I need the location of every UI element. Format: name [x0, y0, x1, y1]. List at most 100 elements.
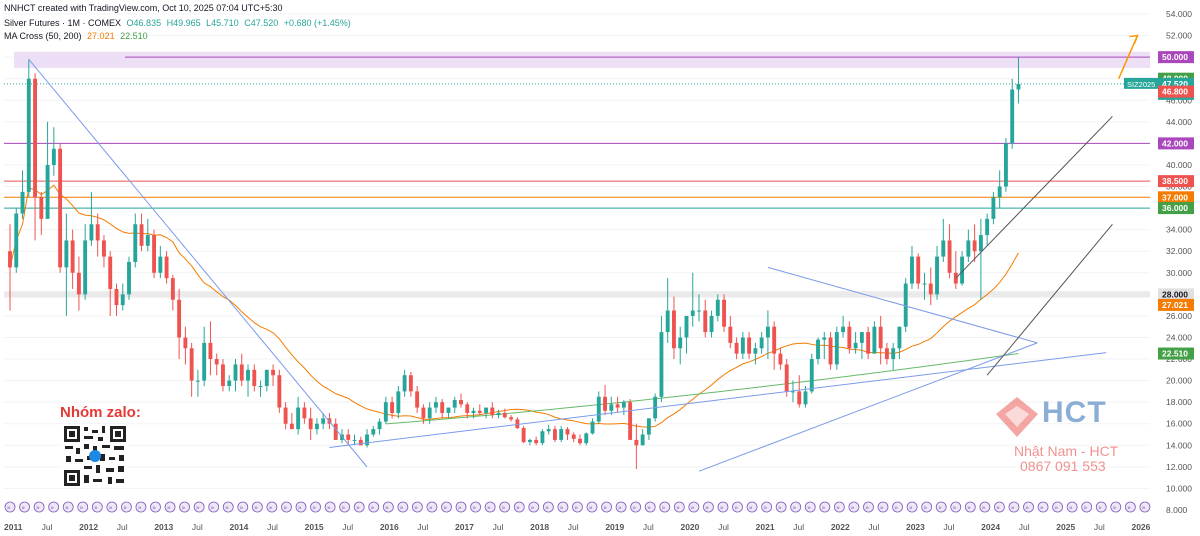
candle-body — [459, 400, 463, 405]
candle-body — [170, 278, 175, 300]
event-marker — [586, 501, 598, 513]
low-value: L45.710 — [206, 18, 239, 28]
price-label: 28.000 — [1162, 289, 1188, 299]
event-glyph: » — [531, 506, 535, 512]
event-marker — [281, 501, 292, 513]
event-glyph: » — [7, 506, 11, 512]
price-label-bg — [1158, 288, 1194, 301]
time-tick: Jul — [117, 522, 128, 532]
time-tick: Jul — [1094, 522, 1105, 532]
candle-body — [803, 391, 808, 405]
trendline — [329, 352, 1107, 448]
price-tick: 26.000 — [1166, 311, 1192, 321]
time-tick: 2025 — [1056, 522, 1075, 532]
candle-body — [346, 434, 351, 440]
time-tick: 2020 — [680, 522, 699, 532]
time-tick: 2012 — [79, 522, 98, 532]
event-glyph: » — [327, 506, 331, 512]
price-label: 46.800 — [1162, 87, 1188, 97]
candle-body — [383, 402, 388, 422]
candle-body — [747, 337, 752, 354]
candle-body — [903, 283, 908, 327]
event-glyph: » — [574, 506, 578, 512]
candle-body — [910, 256, 914, 284]
event-marker — [964, 501, 976, 513]
candle-body — [289, 423, 294, 430]
event-glyph: » — [938, 506, 942, 512]
price-tick: 20.000 — [1166, 376, 1192, 386]
trendline — [28, 58, 368, 468]
candle-body — [283, 407, 288, 424]
event-glyph: » — [1011, 506, 1015, 512]
event-marker — [19, 501, 30, 513]
candles — [8, 57, 1021, 470]
event-glyph: » — [1098, 506, 1102, 512]
event-marker — [994, 501, 1005, 513]
event-marker — [877, 501, 889, 513]
price-tick: 18.000 — [1166, 397, 1192, 407]
candle-body — [421, 407, 426, 419]
event-glyph: » — [807, 506, 811, 512]
candle-body — [139, 224, 144, 246]
candle-body — [221, 364, 225, 386]
candle-body — [822, 337, 827, 340]
candle-body — [985, 218, 990, 236]
event-marker — [150, 501, 161, 513]
candle-body — [1003, 143, 1008, 187]
candle-body — [1016, 83, 1021, 90]
candle-body — [540, 431, 545, 444]
trendline — [767, 266, 1038, 344]
price-label-bg — [1158, 347, 1194, 360]
candle-body — [841, 326, 846, 333]
qr-code — [62, 424, 128, 488]
event-glyph: » — [589, 506, 593, 512]
candle-body — [571, 434, 576, 439]
time-tick: 2013 — [154, 522, 173, 532]
candle-body — [45, 164, 50, 219]
candle-body — [252, 369, 257, 386]
candle-body — [646, 418, 651, 435]
ticker-symbol: SIZ2025 — [1127, 80, 1155, 89]
event-marker — [353, 501, 365, 513]
grid — [4, 13, 1150, 511]
price-label: 27.021 — [1162, 300, 1188, 310]
candle-body — [377, 421, 382, 430]
event-marker — [979, 501, 991, 513]
price-tick: 52.000 — [1166, 31, 1192, 41]
candle-body — [772, 326, 777, 354]
candle-body — [321, 418, 326, 424]
candle-body — [452, 400, 457, 408]
candle-body — [665, 310, 670, 333]
event-glyph: » — [1040, 506, 1044, 512]
open-value: O46.835 — [126, 18, 162, 28]
event-marker — [1037, 501, 1049, 513]
event-marker — [324, 501, 336, 513]
ma-slow-line — [385, 353, 1019, 425]
event-marker — [164, 501, 176, 513]
event-glyph: » — [822, 506, 826, 512]
event-glyph: » — [1069, 506, 1073, 512]
candle-body — [603, 396, 607, 411]
candle-body — [477, 410, 482, 413]
event-marker — [1008, 501, 1020, 513]
event-glyph: » — [662, 506, 666, 512]
candle-body — [296, 407, 301, 430]
event-marker — [1066, 501, 1078, 513]
candle-body — [33, 78, 37, 198]
event-marker — [906, 501, 918, 513]
candle-body — [515, 419, 520, 429]
hct-logo-icon — [996, 397, 1038, 437]
time-tick: Jul — [643, 522, 654, 532]
candle-body — [609, 404, 614, 411]
event-marker — [251, 501, 263, 513]
candle-body — [502, 412, 507, 418]
chart-credit: NNHCT created with TradingView.com, Oct … — [4, 3, 286, 13]
indicator-legend[interactable]: MA Cross (50, 200) 27.021 22.510 — [4, 31, 151, 41]
candle-body — [672, 310, 676, 349]
candle-body — [534, 439, 539, 444]
candle-body — [684, 315, 689, 338]
event-glyph: » — [924, 506, 928, 512]
time-tick: 2017 — [455, 522, 474, 532]
time-axis: 2011 Jul 2012 Jul 2013 Jul 2014 Jul 2015 Jul 2016 J… — [4, 522, 1151, 532]
